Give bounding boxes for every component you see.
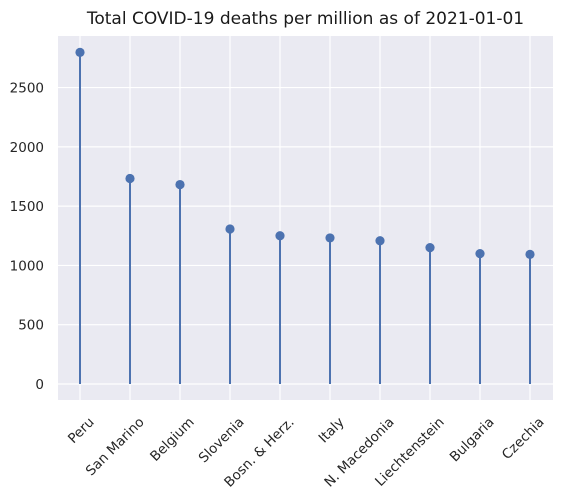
plot-area (58, 36, 553, 400)
x-tick-label: Italy (316, 414, 348, 446)
x-tick-label: Belgium (147, 414, 197, 464)
x-tick-label: Czechia (499, 414, 548, 463)
stem-marker (75, 47, 85, 57)
stem-marker (375, 236, 385, 246)
y-tick-label: 2500 (10, 81, 44, 97)
stem-marker (525, 249, 535, 259)
x-tick-label: Slovenia (196, 414, 248, 466)
x-tick-label: Peru (65, 414, 98, 447)
y-tick-label: 0 (35, 377, 44, 393)
stem-marker (225, 224, 235, 234)
y-tick-label: 2000 (10, 140, 44, 156)
y-tick-label: 1000 (10, 258, 44, 274)
stem-marker (125, 173, 135, 184)
x-tick-label: Bulgaria (447, 414, 498, 465)
stem-marker (425, 243, 435, 253)
stem-marker (275, 231, 285, 241)
y-tick-label: 500 (18, 318, 44, 334)
stem-marker (325, 233, 335, 243)
stem-marker (475, 248, 485, 259)
stem-marker (175, 179, 185, 190)
chart-title: Total COVID-19 deaths per million as of … (86, 9, 524, 29)
y-axis-ticks: 0 500 1000 1500 2000 2500 (10, 81, 44, 393)
stems (75, 47, 535, 384)
y-tick-label: 1500 (10, 199, 44, 215)
